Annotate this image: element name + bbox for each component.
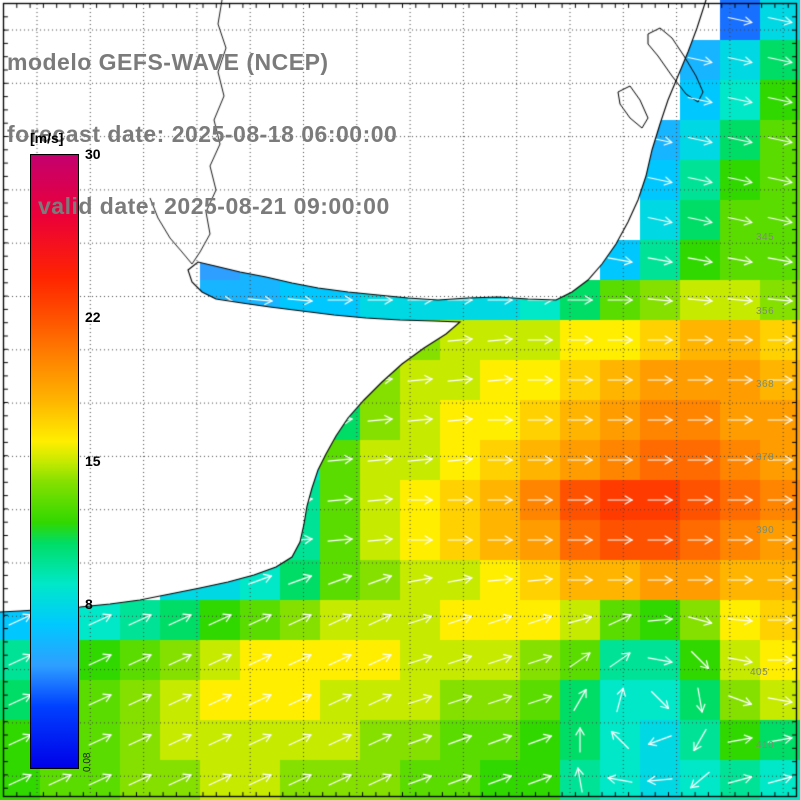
legend-gradient-bar [30, 154, 79, 769]
legend-unit-label: [m/s] [30, 130, 64, 146]
forecast-date: forecast date: 2025-08-18 06:00:00 [7, 121, 398, 147]
legend-min-label: 0.08 [82, 752, 93, 772]
contour-label: 356 [756, 306, 775, 317]
legend-tick-label: 30 [85, 146, 101, 162]
contour-label: 410 [756, 740, 775, 751]
legend-tick-label: 8 [85, 595, 93, 612]
contour-label: 368 [756, 379, 775, 390]
valid-date: valid date: 2025-08-21 09:00:00 [38, 193, 390, 219]
legend-tick-label: 15 [85, 452, 101, 469]
model-name: modelo GEFS-WAVE (NCEP) [7, 49, 329, 75]
contour-label: 390 [756, 525, 775, 536]
legend-tick-label: 22 [85, 309, 101, 326]
contour-label: 405 [750, 667, 769, 678]
contour-label: 345 [756, 232, 775, 243]
contour-label: 378 [756, 452, 775, 463]
title-block: modelo GEFS-WAVE (NCEP) forecast date: 2… [7, 2, 397, 266]
